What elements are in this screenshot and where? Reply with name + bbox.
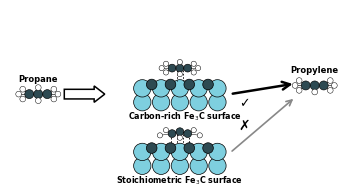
Circle shape bbox=[43, 90, 52, 99]
Circle shape bbox=[35, 85, 41, 91]
Circle shape bbox=[310, 81, 319, 90]
Circle shape bbox=[35, 98, 41, 104]
Circle shape bbox=[296, 88, 302, 93]
Text: ✗: ✗ bbox=[239, 119, 250, 133]
Circle shape bbox=[209, 80, 226, 97]
Circle shape bbox=[327, 88, 333, 93]
Circle shape bbox=[152, 157, 170, 174]
Circle shape bbox=[176, 128, 184, 136]
Circle shape bbox=[152, 80, 170, 97]
Circle shape bbox=[171, 94, 189, 111]
Circle shape bbox=[190, 94, 207, 111]
Circle shape bbox=[176, 64, 184, 72]
Text: Propylene: Propylene bbox=[291, 66, 339, 75]
Circle shape bbox=[197, 133, 202, 138]
Circle shape bbox=[177, 135, 183, 140]
Text: Propane: Propane bbox=[19, 75, 58, 84]
Circle shape bbox=[296, 78, 302, 83]
Text: Carbon-rich Fe$_3$C surface: Carbon-rich Fe$_3$C surface bbox=[128, 111, 242, 123]
Circle shape bbox=[184, 143, 195, 153]
Circle shape bbox=[191, 61, 196, 66]
Circle shape bbox=[152, 94, 170, 111]
Circle shape bbox=[146, 143, 157, 153]
Circle shape bbox=[165, 143, 176, 153]
Circle shape bbox=[134, 157, 151, 174]
Circle shape bbox=[177, 60, 183, 65]
Circle shape bbox=[20, 86, 26, 92]
Circle shape bbox=[168, 130, 176, 138]
Circle shape bbox=[190, 143, 207, 161]
Circle shape bbox=[171, 157, 189, 174]
Circle shape bbox=[163, 128, 169, 133]
Circle shape bbox=[25, 90, 34, 99]
Circle shape bbox=[209, 94, 226, 111]
Circle shape bbox=[51, 86, 57, 92]
Circle shape bbox=[331, 83, 337, 88]
Circle shape bbox=[134, 94, 151, 111]
Text: Stoichiometric Fe$_3$C surface: Stoichiometric Fe$_3$C surface bbox=[116, 174, 243, 187]
Circle shape bbox=[203, 79, 213, 90]
Circle shape bbox=[184, 79, 195, 90]
Circle shape bbox=[190, 157, 207, 174]
Circle shape bbox=[165, 79, 176, 90]
FancyArrow shape bbox=[64, 86, 105, 102]
Circle shape bbox=[327, 78, 333, 83]
Circle shape bbox=[159, 66, 164, 71]
Circle shape bbox=[209, 143, 226, 161]
Circle shape bbox=[34, 90, 43, 99]
Circle shape bbox=[190, 80, 207, 97]
Circle shape bbox=[196, 66, 201, 71]
Circle shape bbox=[171, 80, 189, 97]
Circle shape bbox=[134, 143, 151, 161]
Circle shape bbox=[191, 128, 196, 133]
Circle shape bbox=[177, 72, 183, 77]
Circle shape bbox=[168, 64, 176, 72]
Circle shape bbox=[134, 80, 151, 97]
Circle shape bbox=[301, 81, 310, 90]
Circle shape bbox=[184, 64, 192, 72]
Circle shape bbox=[20, 96, 26, 102]
Circle shape bbox=[203, 143, 213, 153]
Circle shape bbox=[51, 96, 57, 102]
Circle shape bbox=[171, 143, 189, 161]
Circle shape bbox=[146, 79, 157, 90]
Circle shape bbox=[292, 83, 298, 88]
Circle shape bbox=[312, 89, 318, 95]
Circle shape bbox=[209, 157, 226, 174]
Circle shape bbox=[184, 130, 192, 138]
Circle shape bbox=[319, 81, 328, 90]
Circle shape bbox=[191, 70, 196, 75]
Text: ✓: ✓ bbox=[239, 97, 250, 110]
Circle shape bbox=[163, 61, 169, 66]
Circle shape bbox=[163, 70, 169, 75]
Circle shape bbox=[152, 143, 170, 161]
Circle shape bbox=[55, 91, 61, 97]
Circle shape bbox=[16, 91, 22, 97]
Circle shape bbox=[157, 133, 162, 138]
